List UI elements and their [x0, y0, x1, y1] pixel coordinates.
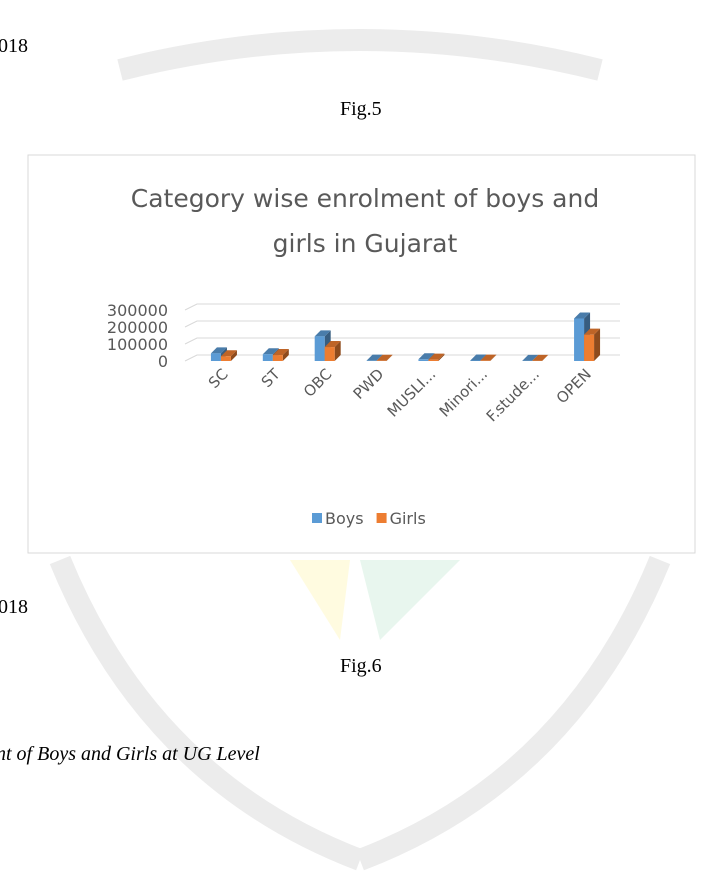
bar — [418, 359, 428, 361]
bar — [470, 360, 480, 361]
text-fragment: 018 — [0, 596, 28, 618]
legend-swatch — [312, 513, 322, 523]
page: 018 Fig.5 Category wise enrolment of boy… — [0, 0, 712, 881]
bar — [263, 354, 273, 361]
watermark-laurel — [60, 560, 360, 860]
legend-label: Girls — [390, 509, 426, 528]
bar — [273, 355, 283, 361]
legend-swatch — [377, 513, 387, 523]
bar — [584, 335, 594, 361]
watermark-leaf — [290, 560, 350, 640]
bar — [428, 360, 438, 361]
bar — [221, 356, 231, 361]
bar — [325, 347, 335, 361]
document: 018 Fig.5 Category wise enrolment of boy… — [0, 0, 712, 881]
y-tick-label: 300000 — [107, 301, 168, 320]
figure-caption: Fig.6 — [340, 655, 382, 677]
bar — [574, 319, 584, 362]
bar — [211, 353, 221, 361]
y-tick-label: 0 — [158, 352, 168, 371]
watermark-arc — [120, 40, 600, 70]
bar — [315, 336, 325, 361]
watermark-leaf — [360, 560, 460, 640]
y-tick-label: 200000 — [107, 318, 168, 337]
legend-label: Boys — [325, 509, 364, 528]
text-fragment: 018 — [0, 35, 28, 57]
figure-caption: Fig.5 — [340, 98, 382, 120]
section-heading: nt of Boys and Girls at UG Level — [0, 743, 260, 765]
y-tick-label: 100000 — [107, 335, 168, 354]
